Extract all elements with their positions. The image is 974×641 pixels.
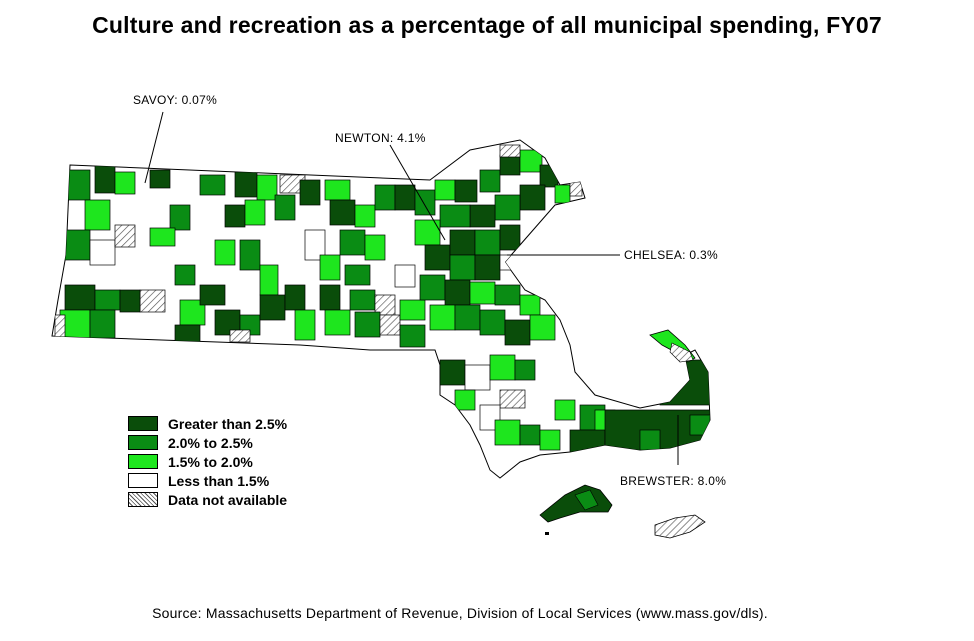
nantucket <box>654 514 706 539</box>
legend-item-greater-than-2-5: Greater than 2.5% <box>128 414 287 433</box>
legend-label: 1.5% to 2.0% <box>168 453 253 470</box>
municipal-regions <box>54 144 710 456</box>
legend-label: Data not available <box>168 491 288 508</box>
legend: Greater than 2.5% 2.0% to 2.5% 1.5% to 2… <box>128 414 287 509</box>
savoy-leader-line <box>144 111 164 184</box>
legend-swatch <box>128 435 158 450</box>
legend-swatch <box>128 416 158 431</box>
legend-swatch <box>128 473 158 488</box>
marthas-vineyard <box>539 484 613 523</box>
newton-leader-line <box>389 144 446 241</box>
legend-item-less-than-1-5: Less than 1.5% <box>128 471 287 490</box>
legend-swatch <box>128 492 158 507</box>
legend-label: 2.0% to 2.5% <box>168 434 253 451</box>
legend-swatch <box>128 454 158 469</box>
chelsea-callout: CHELSEA: 0.3% <box>624 248 718 262</box>
map-title: Culture and recreation as a percentage o… <box>92 12 882 38</box>
legend-label: Less than 1.5% <box>168 472 270 489</box>
savoy-callout: SAVOY: 0.07% <box>133 93 218 107</box>
brewster-callout: BREWSTER: 8.0% <box>620 474 727 488</box>
legend-item-1-5-to-2-0: 1.5% to 2.0% <box>128 452 287 471</box>
legend-item-data-not-available: Data not available <box>128 490 287 509</box>
legend-item-2-0-to-2-5: 2.0% to 2.5% <box>128 433 287 452</box>
source-note: Source: Massachusetts Department of Reve… <box>152 605 768 621</box>
newton-callout: NEWTON: 4.1% <box>335 131 426 145</box>
legend-label: Greater than 2.5% <box>168 415 288 432</box>
